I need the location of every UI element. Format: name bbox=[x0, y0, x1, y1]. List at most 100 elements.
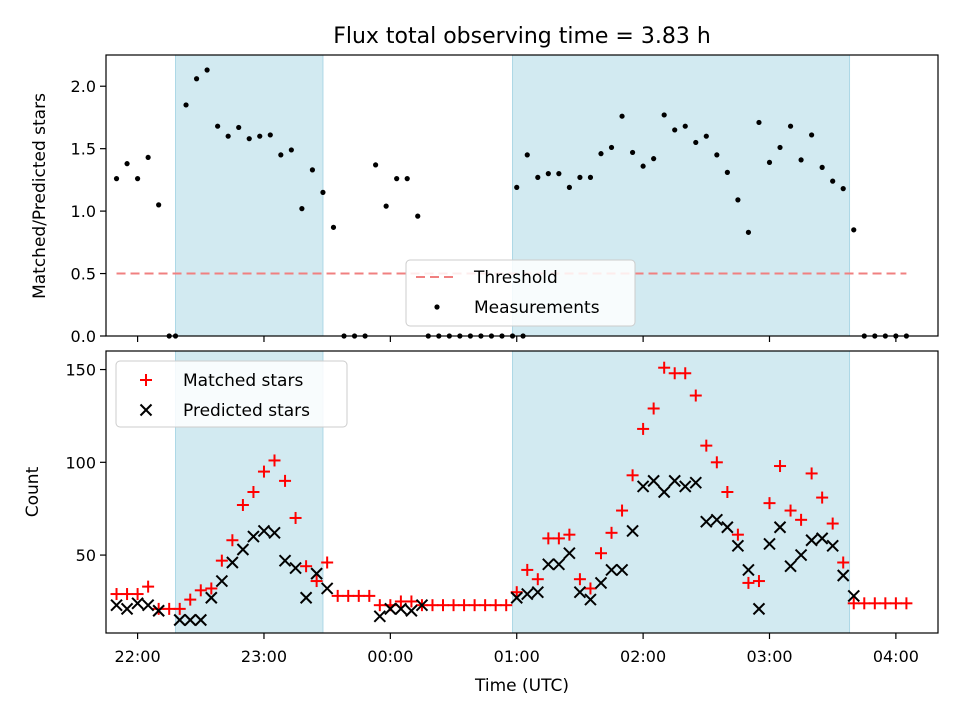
y-tick-label: 1.5 bbox=[71, 140, 96, 159]
matched-star-point bbox=[889, 597, 902, 610]
matched-star-point bbox=[458, 599, 471, 612]
predicted-star-point bbox=[710, 513, 724, 527]
matched-star-point bbox=[858, 597, 871, 610]
matched-star-point bbox=[637, 422, 650, 435]
cross-b bbox=[510, 591, 523, 604]
matched-star-point bbox=[300, 560, 313, 573]
measurement-point bbox=[257, 133, 263, 139]
matched-star-point bbox=[500, 599, 513, 612]
matched-star-point bbox=[163, 602, 176, 615]
predicted-star-point bbox=[184, 613, 197, 627]
measurement-point bbox=[145, 154, 151, 161]
measurement-point bbox=[299, 206, 305, 212]
measurement-point bbox=[404, 176, 410, 182]
matched-star-point bbox=[236, 498, 249, 511]
cross-b bbox=[605, 563, 618, 577]
measurement-point bbox=[556, 171, 562, 177]
cross-b bbox=[552, 558, 566, 571]
top-axes-frame bbox=[105, 54, 939, 337]
matched-star-point bbox=[752, 575, 765, 588]
measurement-point bbox=[787, 123, 794, 129]
cross-b bbox=[752, 602, 766, 616]
cross-b bbox=[415, 598, 429, 612]
matched-star-point bbox=[658, 361, 671, 374]
y-tick-label: 100 bbox=[65, 453, 96, 472]
predicted-star-point bbox=[815, 532, 829, 545]
predicted-star-point bbox=[257, 524, 271, 538]
matched-star-point bbox=[437, 599, 450, 612]
predicted-star-point bbox=[584, 593, 597, 606]
matched-star-point bbox=[868, 597, 881, 610]
predicted-star-point bbox=[657, 485, 671, 499]
measurement-point bbox=[819, 164, 825, 170]
measurement-point bbox=[236, 124, 242, 131]
predicted-star-point bbox=[268, 526, 281, 540]
matched-star-point bbox=[837, 556, 850, 569]
predicted-star-point bbox=[310, 567, 323, 580]
measurement-point bbox=[309, 167, 316, 173]
matched-star-point bbox=[110, 588, 123, 601]
legend-predicted-swatch bbox=[139, 403, 153, 417]
measurement-point bbox=[124, 161, 130, 167]
cross-b bbox=[721, 521, 734, 534]
predicted-star-point bbox=[805, 534, 818, 547]
measurement-point bbox=[735, 197, 741, 203]
cross-b bbox=[668, 474, 681, 488]
predicted-star-point bbox=[131, 597, 144, 610]
matched-star-point bbox=[573, 573, 586, 586]
bottom-axes-frame bbox=[105, 350, 939, 634]
matched-star-point bbox=[468, 599, 481, 612]
measurement-point bbox=[330, 224, 337, 230]
matched-star-point bbox=[142, 580, 155, 593]
predicted-star-point bbox=[141, 598, 155, 612]
measurement-point bbox=[577, 174, 583, 180]
matched-star-point bbox=[394, 595, 407, 608]
ratio-panel: 0.00.51.01.52.0 Matched/Predicted stars … bbox=[30, 54, 939, 346]
cross-b bbox=[194, 613, 207, 627]
legend-measurements-label: Measurements bbox=[474, 298, 600, 318]
predicted-star-point bbox=[731, 539, 745, 553]
cross-b bbox=[405, 604, 418, 617]
matched-star-point bbox=[226, 534, 239, 547]
predicted-star-point bbox=[215, 574, 229, 588]
cross-b bbox=[289, 561, 302, 575]
predicted-star-point bbox=[236, 543, 250, 556]
matched-star-point bbox=[426, 599, 439, 612]
matched-star-point bbox=[363, 589, 376, 602]
legend-measurements-swatch bbox=[434, 304, 440, 310]
cross-b bbox=[594, 576, 608, 590]
matched-star-point bbox=[257, 465, 270, 478]
cross-b bbox=[847, 589, 860, 603]
matched-star-point bbox=[552, 532, 565, 545]
predicted-star-point bbox=[721, 521, 734, 534]
matched-star-point bbox=[784, 504, 797, 517]
measurement-point bbox=[134, 176, 141, 182]
matched-star-point bbox=[774, 460, 787, 473]
matched-star-point bbox=[584, 582, 597, 595]
matched-star-point bbox=[331, 589, 344, 602]
predicted-star-point bbox=[679, 480, 692, 493]
matched-star-point bbox=[742, 576, 755, 589]
measurement-point bbox=[809, 132, 815, 138]
matched-star-point bbox=[679, 367, 692, 380]
cross-b bbox=[131, 597, 144, 610]
cross-b bbox=[521, 587, 534, 601]
matched-star-point bbox=[215, 554, 228, 567]
bottom-y-axis-label: Count bbox=[23, 466, 43, 517]
predicted-star-point bbox=[826, 539, 839, 553]
measurement-point bbox=[535, 174, 541, 180]
matched-star-point bbox=[184, 593, 197, 606]
predicted-star-point bbox=[647, 474, 660, 488]
predicted-star-point bbox=[615, 563, 629, 577]
predicted-star-point bbox=[784, 560, 797, 573]
cross-b bbox=[320, 582, 334, 595]
measurement-point bbox=[183, 102, 189, 108]
cross-b bbox=[657, 485, 671, 499]
predicted-star-point bbox=[552, 558, 566, 571]
cross-b bbox=[731, 539, 745, 553]
top-y-axis: 0.0 0.5 1.0 1.5 2.0 bbox=[71, 77, 106, 346]
legend-matched-label: Matched stars bbox=[183, 371, 303, 391]
predicted-star-point bbox=[299, 591, 313, 604]
cross-b bbox=[152, 604, 165, 617]
